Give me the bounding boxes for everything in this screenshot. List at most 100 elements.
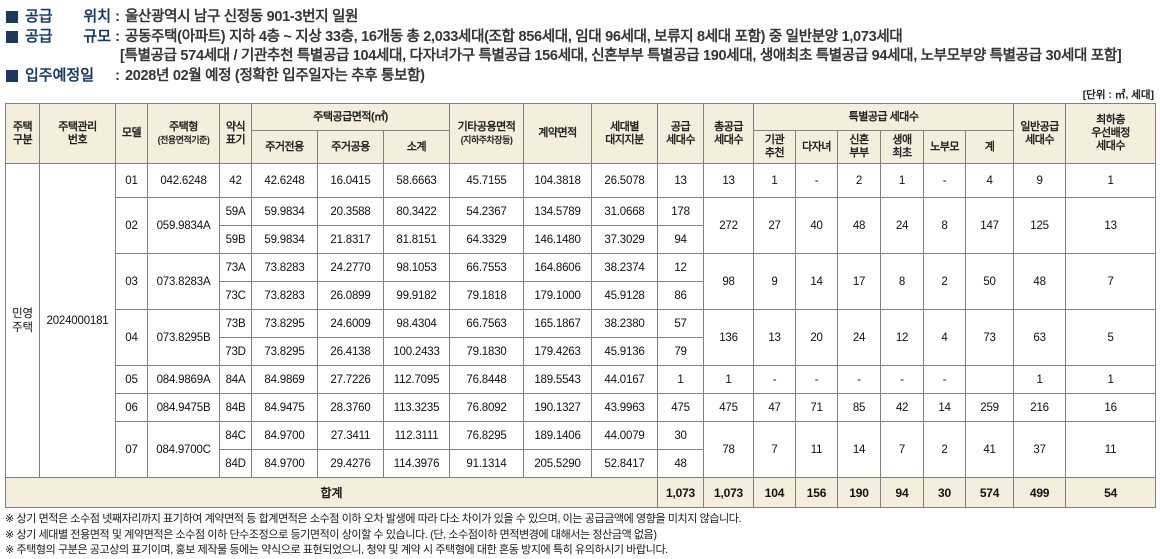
table-cell: 29.4276 [317, 449, 384, 478]
table-cell: 73A [219, 253, 252, 282]
bullet-square-icon [6, 11, 18, 23]
table-cell: 14 [837, 421, 882, 478]
footnote: ※ 상기 세대별 전용면적 및 계약면적은 소수점 이하 단수조정으로 등기면적… [5, 528, 657, 541]
housing-type-cell: 084.9869A [147, 365, 220, 394]
table-cell: 59.9834 [251, 225, 318, 254]
table-cell: 41 [965, 421, 1015, 478]
total-cell: 54 [1065, 477, 1157, 508]
total-cell: 30 [923, 477, 967, 508]
table-cell: 45.9136 [591, 337, 659, 366]
table-cell: 13 [703, 163, 755, 198]
table-cell: 38.2380 [591, 309, 659, 338]
table-cell: 86 [657, 281, 705, 310]
table-cell: 2 [923, 421, 967, 478]
table-cell: 73B [219, 309, 252, 338]
table-cell: 112.7095 [382, 365, 451, 394]
table-cell: 85 [837, 393, 882, 422]
table-cell: 59B [219, 225, 252, 254]
table-cell: 17 [837, 253, 882, 310]
housing-type-cell: 084.9700C [147, 421, 220, 478]
label-colon: : [115, 67, 120, 84]
table-cell: 113.3235 [382, 393, 451, 422]
table-cell: 112.3111 [382, 421, 451, 450]
special-supply-detail-text: [특별공급 574세대 / 기관추천 특별공급 104세대, 다자녀가구 특별공… [120, 48, 1122, 64]
table-cell: 272 [703, 197, 755, 254]
total-cell: 190 [837, 477, 882, 508]
table-cell: - [795, 163, 839, 198]
column-header: 최하층 우선배정 세대수 [1065, 103, 1157, 164]
column-header: 주택 구분 [5, 103, 40, 164]
column-header: 주거공용 [317, 130, 384, 164]
table-row: 02 059.9834A 59A 59.9834 20.3588 80.3422 54.23… [6, 197, 1157, 254]
table-cell: 84A [219, 365, 252, 394]
table-cell: 54.2367 [449, 197, 525, 226]
table-cell: 9 [1013, 163, 1067, 198]
column-header: 생애 최초 [880, 130, 925, 164]
table-cell: 125 [1013, 197, 1067, 254]
column-header: 노부모 [923, 130, 967, 164]
table-cell: 79.1818 [449, 281, 525, 310]
table-cell: 9 [753, 253, 797, 310]
table-cell: 66.7553 [449, 253, 525, 282]
table-cell: - [795, 365, 839, 394]
table-cell: 84.9700 [251, 421, 318, 450]
table-cell: 42 [219, 163, 252, 198]
table-cell: 8 [880, 253, 925, 310]
column-header: 공급 세대수 [657, 103, 705, 164]
table-cell: 79 [657, 337, 705, 366]
table-cell: 44.0167 [591, 365, 659, 394]
table-cell: 37.3029 [591, 225, 659, 254]
table-cell: 179.1000 [523, 281, 593, 310]
total-label: 합계 [4, 477, 659, 508]
total-cell: 1,073 [657, 477, 705, 508]
table-cell: 48 [1013, 253, 1067, 310]
table-cell: 178 [657, 197, 705, 226]
column-header-sub: (지하주차장등) [460, 134, 513, 145]
table-cell: 7 [1065, 253, 1157, 310]
table-cell: 84.9869 [251, 365, 318, 394]
table-cell: 84.9700 [251, 449, 318, 478]
bullet-square-icon [6, 31, 18, 43]
table-cell: 59.9834 [251, 197, 318, 226]
table-cell: 78 [703, 421, 755, 478]
supply-info: 공급 위치 : 울산광역시 남구 신정동 901-3번지 일원 공급 규모 : … [5, 7, 1155, 86]
table-cell: 4 [923, 309, 967, 366]
supply-location-text: 울산광역시 남구 신정동 901-3번지 일원 [125, 9, 359, 25]
table-cell: 84.9475 [251, 393, 318, 422]
column-header: 계약면적 [523, 103, 593, 164]
table-cell [965, 365, 1015, 394]
table-cell: 12 [657, 253, 705, 282]
model-cell: 02 [115, 197, 148, 254]
table-cell: 179.4263 [523, 337, 593, 366]
table-cell: 100.2433 [382, 337, 451, 366]
table-cell: 30 [657, 421, 705, 450]
supply-location-line: 공급 위치 : 울산광역시 남구 신정동 901-3번지 일원 [5, 7, 1155, 27]
table-cell: 7 [880, 421, 925, 478]
table-cell: 47 [753, 393, 797, 422]
table-cell: 44.0079 [591, 421, 659, 450]
column-header: 특별공급 세대수 [753, 103, 1015, 131]
table-cell: 98.1053 [382, 253, 451, 282]
footnotes: ※ 상기 면적은 소수점 넷째자리까지 표기하여 계약면적 등 합계면적은 소수… [5, 512, 1155, 559]
table-cell: 28.3760 [317, 393, 384, 422]
table-cell: 216 [1013, 393, 1067, 422]
table-cell: 16.0415 [317, 163, 384, 198]
table-cell: 1 [657, 365, 705, 394]
table-cell: 2 [837, 163, 882, 198]
total-cell: 499 [1013, 477, 1067, 508]
column-header: 총공급 세대수 [703, 103, 755, 164]
table-cell: 7 [753, 421, 797, 478]
table-cell: 64.3329 [449, 225, 525, 254]
table-cell: 5 [1065, 309, 1157, 366]
table-cell: 43.9963 [591, 393, 659, 422]
table-cell: 146.1480 [523, 225, 593, 254]
housing-type-cell: 073.8283A [147, 253, 220, 310]
table-row: 73D 73.8295 26.4138 100.2433 79.1830 179.4263… [6, 337, 1156, 366]
table-cell: 11 [795, 421, 839, 478]
column-header: 계 [965, 130, 1015, 164]
column-header: 신혼 부부 [837, 130, 882, 164]
table-cell: 48 [837, 197, 882, 254]
management-number-cell: 2024000181 [39, 163, 116, 478]
table-cell: 76.8295 [449, 421, 525, 450]
footnote: ※ 상기 면적은 소수점 넷째자리까지 표기하여 계약면적 등 합계면적은 소수… [5, 513, 742, 525]
